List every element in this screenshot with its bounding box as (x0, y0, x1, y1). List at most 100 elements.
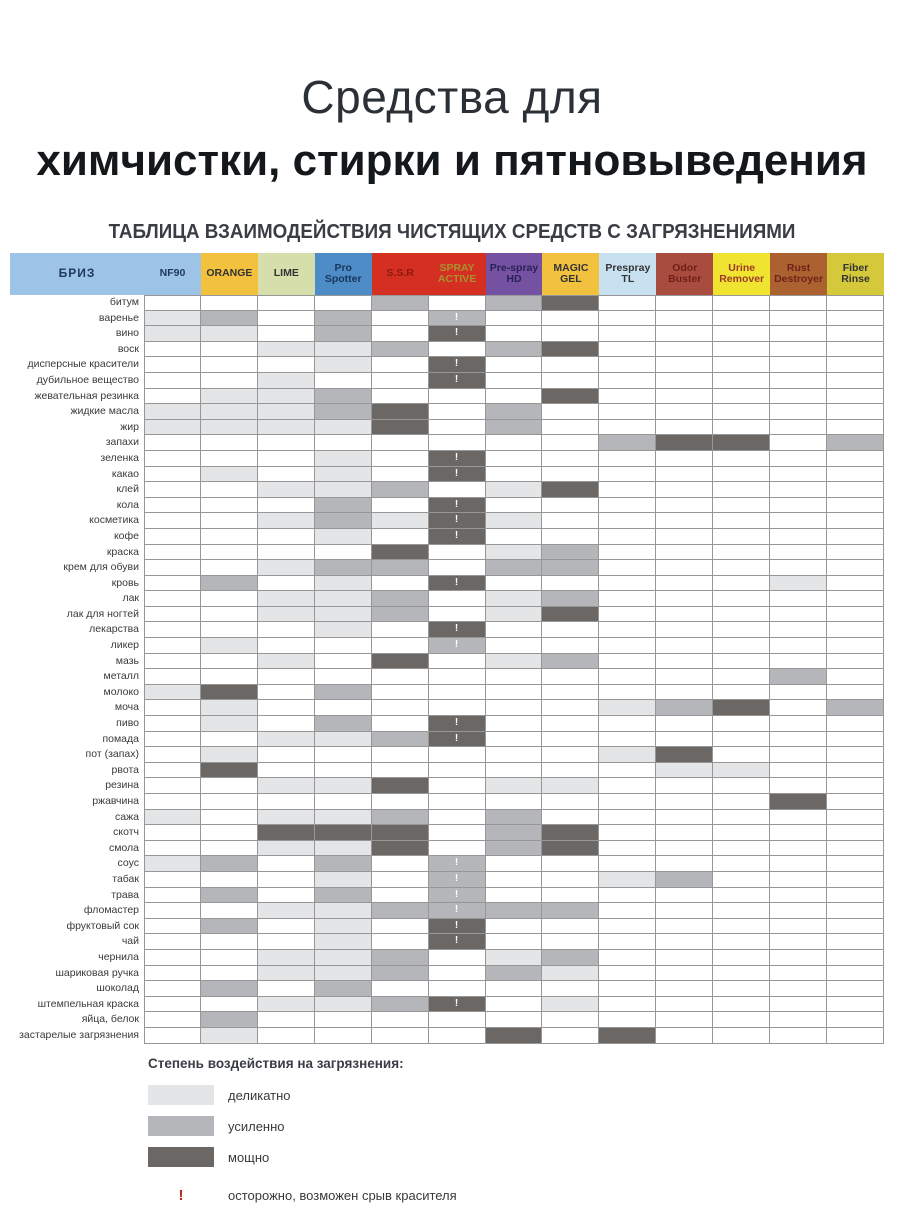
effect-cell (428, 1012, 486, 1028)
effect-cell (314, 653, 372, 670)
effect-cell (542, 482, 600, 498)
effect-cell (144, 762, 201, 779)
effect-cell (371, 762, 429, 779)
effect-cell (144, 871, 201, 888)
effect-cell (770, 450, 828, 467)
effect-cell (144, 840, 201, 857)
effect-cell (485, 949, 543, 966)
effect-cell (542, 762, 600, 779)
effect-cell (257, 669, 315, 685)
effect-cell (200, 996, 258, 1013)
effect-cell (314, 825, 372, 841)
effect-cell (770, 949, 828, 966)
effect-cell (542, 996, 600, 1013)
table-row: мазь (10, 653, 884, 670)
effect-cell (314, 731, 372, 748)
effect-cell (428, 700, 486, 717)
effect-cell (599, 825, 657, 841)
effect-cell (485, 762, 543, 779)
effect-cell (485, 809, 543, 826)
table-row: лак (10, 591, 884, 607)
effect-cell (770, 466, 828, 483)
effect-cell (314, 326, 372, 342)
effect-cell (770, 778, 828, 794)
effect-cell: ! (428, 497, 486, 514)
effect-cell (656, 747, 714, 763)
stain-label: резина (105, 779, 139, 792)
effect-cell (542, 513, 600, 529)
effect-cell (656, 622, 714, 639)
effect-cell (257, 638, 315, 654)
effect-cell (770, 794, 828, 810)
effect-cell (827, 747, 884, 763)
effect-cell (770, 513, 828, 529)
effect-cell (314, 965, 372, 982)
effect-cell (542, 809, 600, 826)
table-row: краска (10, 544, 884, 561)
effect-cell (827, 856, 884, 872)
effect-cell (314, 684, 372, 701)
effect-cell (144, 513, 201, 529)
effect-cell (656, 295, 714, 311)
effect-cell (144, 996, 201, 1013)
effect-cell (428, 669, 486, 685)
stain-label: косметика (89, 514, 139, 527)
effect-cell (656, 934, 714, 950)
effect-cell: ! (428, 934, 486, 950)
effect-cell (200, 903, 258, 919)
effect-cell (770, 669, 828, 685)
effect-cell (599, 778, 657, 794)
page-subtitle: ТАБЛИЦА ВЗАИМОДЕЙСТВИЯ ЧИСТЯЩИХ СРЕДСТВ … (108, 221, 796, 243)
effect-cell (656, 903, 714, 919)
effect-cell (371, 497, 429, 514)
effect-cell (599, 716, 657, 732)
effect-cell (144, 903, 201, 919)
effect-cell (371, 887, 429, 904)
effect-cell (656, 856, 714, 872)
effect-cell (200, 357, 258, 373)
product-header-cell: Prespray TL (599, 253, 657, 295)
effect-cell (200, 669, 258, 685)
effect-cell (713, 918, 771, 935)
effect-cell (371, 575, 429, 592)
table-row: табак! (10, 871, 884, 888)
effect-cell (257, 762, 315, 779)
effect-cell (542, 295, 600, 311)
effect-cell (656, 513, 714, 529)
effect-cell (257, 809, 315, 826)
effect-cell (713, 591, 771, 607)
stain-label: жевательная резинка (34, 389, 139, 402)
effect-cell (713, 965, 771, 982)
effect-cell (257, 419, 315, 436)
effect-cell (371, 918, 429, 935)
effect-cell (770, 934, 828, 950)
effect-cell (144, 482, 201, 498)
effect-cell (314, 310, 372, 327)
effect-cell (599, 887, 657, 904)
effect-cell (485, 856, 543, 872)
effect-cell (257, 856, 315, 872)
effect-cell (827, 981, 884, 997)
product-header-cell: S.S.R (371, 253, 429, 295)
effect-cell (200, 949, 258, 966)
table-row: помада! (10, 731, 884, 748)
effect-cell (827, 949, 884, 966)
effect-cell (656, 372, 714, 389)
effect-cell (827, 794, 884, 810)
effect-cell (485, 372, 543, 389)
table-row: варенье! (10, 310, 884, 327)
product-header-cell: NF90 (144, 253, 201, 295)
effect-cell (827, 778, 884, 794)
effect-cell (257, 965, 315, 982)
table-row: жевательная резинка (10, 388, 884, 405)
effect-cell (371, 949, 429, 966)
effect-cell (599, 326, 657, 342)
effect-cell (542, 825, 600, 841)
effect-cell (485, 1012, 543, 1028)
effect-cell: ! (428, 513, 486, 529)
effect-cell (485, 653, 543, 670)
effect-cell (770, 731, 828, 748)
effect-cell (200, 466, 258, 483)
effect-cell (713, 513, 771, 529)
effect-cell (428, 949, 486, 966)
